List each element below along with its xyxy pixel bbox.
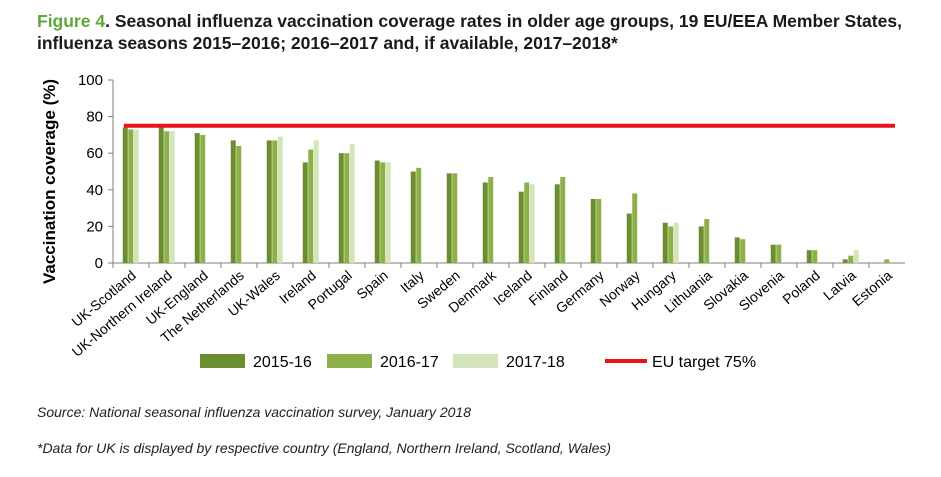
y-axis-label: Vaccination coverage (%) [40,79,59,284]
bar-2016-17-norway [632,193,638,263]
bar-2017-18-iceland [529,184,535,263]
x-tick-label: Iceland [490,267,535,308]
y-tick-label: 80 [86,109,103,126]
bar-2015-16-slovakia [734,237,740,263]
bar-2015-16-lithuania [698,226,704,263]
source-note: Source: National seasonal influenza vacc… [37,404,471,420]
legend-label: 2016-17 [380,354,439,371]
bar-2016-17-uk-northern-ireland [164,131,170,263]
bar-2016-17-estonia [884,259,890,263]
bar-2016-17-hungary [668,226,674,263]
figure-title: Figure 4. Seasonal influenza vaccination… [37,11,902,53]
legend-label: 2017-18 [506,354,565,371]
legend-swatch [453,354,498,368]
bar-2015-16-poland [806,250,812,263]
bar-2015-16-hungary [662,222,668,263]
bar-2015-16-uk-scotland [122,127,128,263]
bar-2017-18-uk-northern-ireland [169,131,175,263]
legend-swatch [200,354,245,368]
bar-2015-16-germany [590,198,596,263]
bar-2015-16-italy [410,171,416,263]
x-tick-label: Spain [353,267,391,302]
figure-label: Figure 4 [37,11,106,31]
bar-2016-17-denmark [488,176,494,263]
bar-2015-16-latvia [842,259,848,263]
bar-2015-16-the-netherlands [230,140,236,263]
bar-2015-16-iceland [518,191,524,263]
bar-2016-17-spain [380,162,386,263]
bar-2016-17-sweden [452,173,458,263]
bar-2016-17-iceland [524,182,530,263]
bar-2015-16-norway [626,213,632,263]
bar-2015-16-slovenia [770,244,776,263]
bar-2016-17-lithuania [704,219,710,263]
legend-swatch [327,354,372,368]
bar-2016-17-portugal [344,153,350,263]
bar-2017-18-ireland [313,140,319,263]
bar-2016-17-the-netherlands [236,145,242,263]
bar-2015-16-finland [554,184,560,263]
x-tick-label: Poland [779,267,823,307]
figure-title-text: Seasonal influenza vaccination coverage … [37,11,902,53]
bar-2015-16-uk-wales [266,140,272,263]
y-tick-label: 20 [86,218,103,235]
bar-2015-16-uk-northern-ireland [158,125,164,263]
y-tick-label: 100 [78,72,103,89]
bar-2016-17-uk-england [200,134,206,263]
bar-2016-17-germany [596,198,602,263]
bar-2016-17-slovenia [776,244,782,263]
bar-2016-17-poland [812,250,818,263]
bar-2017-18-spain [385,162,391,263]
bar-2017-18-hungary [673,222,679,263]
bar-2017-18-latvia [853,250,859,263]
bar-2016-17-uk-scotland [128,129,134,263]
bar-2015-16-denmark [482,182,488,263]
bar-2016-17-latvia [848,255,854,263]
bar-2016-17-italy [416,167,422,263]
bar-2016-17-uk-wales [272,140,278,263]
bar-2017-18-portugal [349,144,355,263]
footnote: *Data for UK is displayed by respective … [37,440,612,456]
bar-2015-16-spain [374,160,380,263]
bar-2015-16-sweden [446,173,452,263]
bar-2017-18-uk-scotland [133,129,139,263]
legend-label: 2015-16 [253,354,312,371]
bar-2015-16-ireland [302,162,308,263]
legend-label: EU target 75% [652,354,756,371]
x-tick-label: Estonia [849,267,895,309]
bar-2015-16-uk-england [194,133,200,263]
y-tick-label: 0 [95,255,103,272]
bar-2016-17-slovakia [740,239,746,263]
bar-2015-16-portugal [338,153,344,263]
y-tick-label: 60 [86,145,103,162]
bar-2016-17-ireland [308,149,314,263]
bar-2017-18-uk-wales [277,136,283,263]
bar-2016-17-finland [560,176,566,263]
y-tick-label: 40 [86,182,103,199]
